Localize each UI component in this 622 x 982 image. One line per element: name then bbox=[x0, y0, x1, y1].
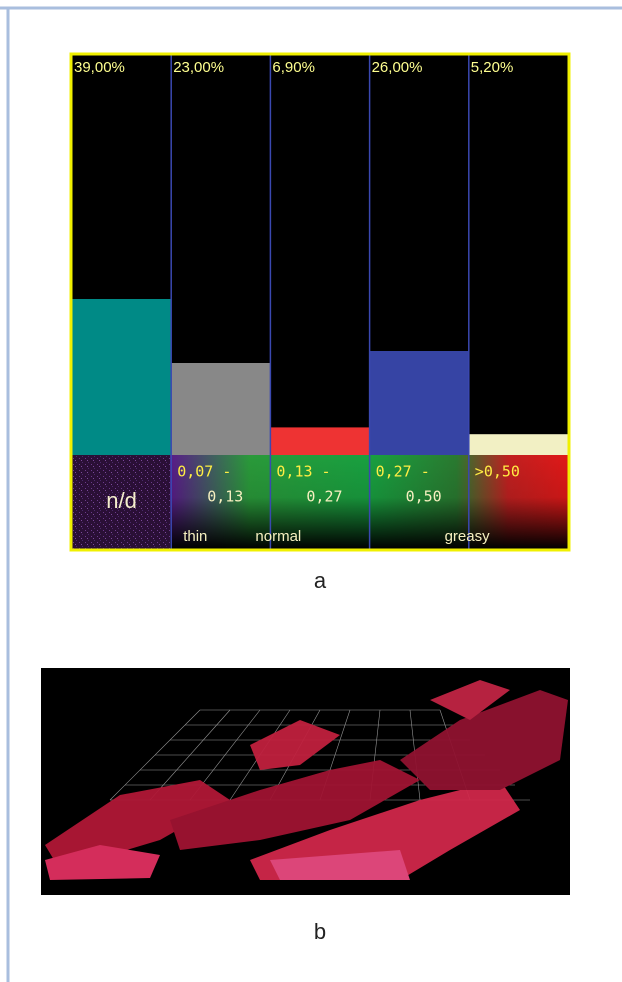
category-label: 0,27 - bbox=[376, 463, 430, 481]
page: 39,00% 23,00% 6,90% 26,00% 5,20% n/d 0,07 - 0,1… bbox=[0, 0, 622, 982]
figure: 39,00% 23,00% 6,90% 26,00% 5,20% n/d 0,07 - 0,1… bbox=[0, 0, 622, 982]
value-label: 5,20% bbox=[471, 59, 514, 76]
value-label: 26,00% bbox=[372, 59, 423, 76]
render-image bbox=[41, 668, 570, 895]
category-label: 0,13 - bbox=[276, 463, 330, 481]
category-label: 0,50 bbox=[406, 488, 442, 506]
category-label: 0,13 bbox=[207, 488, 243, 506]
bar bbox=[370, 351, 469, 455]
group-label: normal bbox=[255, 528, 301, 545]
value-label: 23,00% bbox=[173, 59, 224, 76]
bar bbox=[171, 363, 270, 455]
group-label: thin bbox=[183, 528, 207, 545]
value-label: 39,00% bbox=[74, 59, 125, 76]
bar bbox=[270, 427, 369, 455]
caption: a bbox=[314, 568, 327, 593]
chart: 39,00% 23,00% 6,90% 26,00% 5,20% n/d 0,07 - 0,1… bbox=[70, 53, 570, 551]
bar bbox=[469, 434, 568, 455]
category-label: 0,27 bbox=[306, 488, 342, 506]
group-label: greasy bbox=[445, 528, 491, 545]
category-label: 0,07 - bbox=[177, 463, 231, 481]
category-label: >0,50 bbox=[475, 463, 520, 481]
value-label: 6,90% bbox=[272, 59, 315, 76]
bar bbox=[72, 299, 171, 455]
caption: b bbox=[314, 919, 326, 944]
category-label: n/d bbox=[106, 488, 137, 513]
